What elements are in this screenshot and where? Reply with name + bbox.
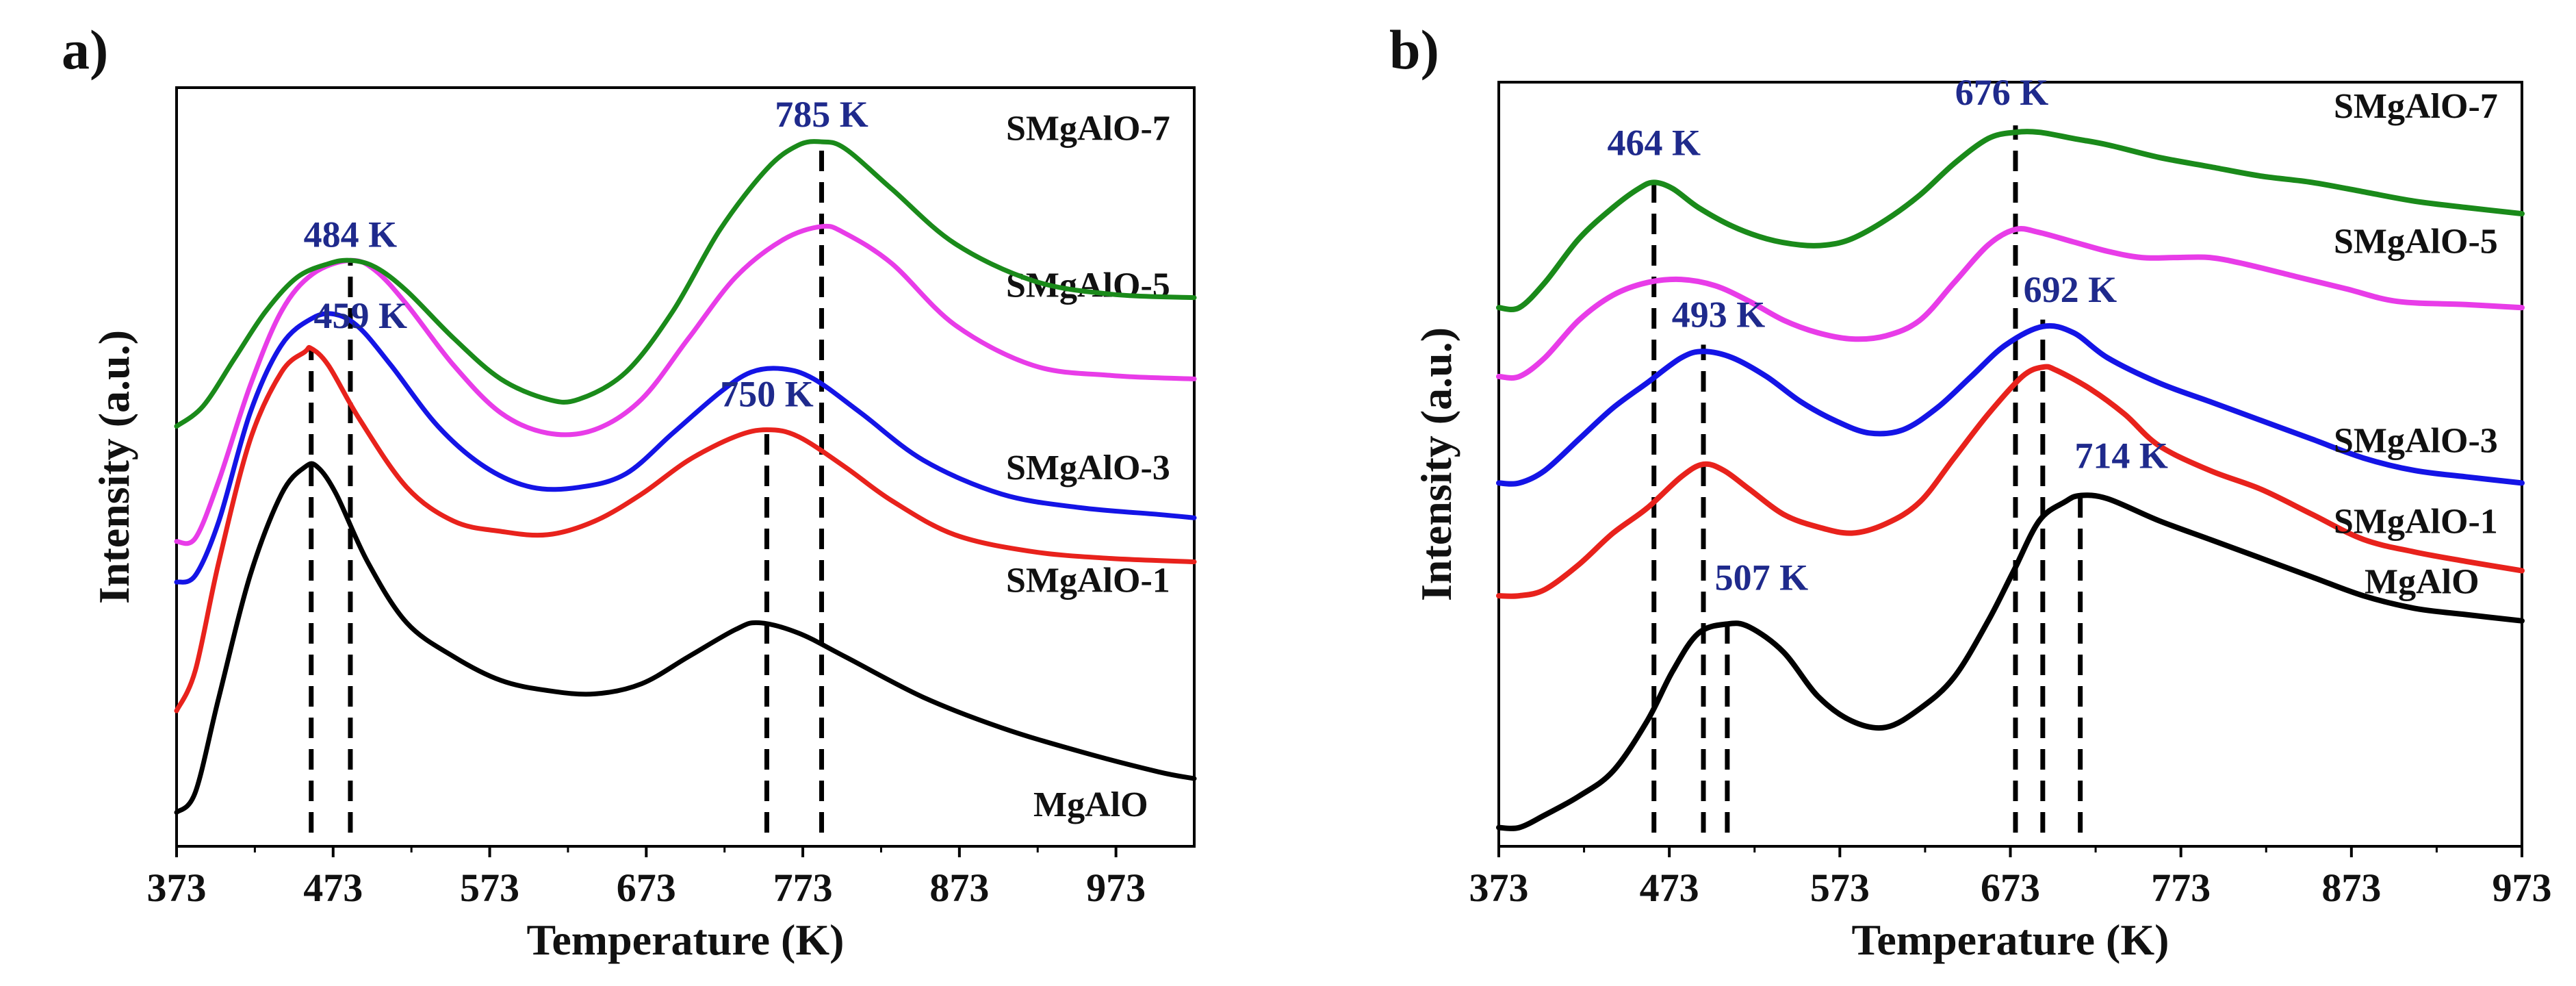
- y-axis-title: Intensity (a.u.): [1412, 327, 1460, 601]
- peak-annotation: 714 K: [2074, 435, 2168, 477]
- series-label-smgalo-3: SMgAlO-3: [2334, 421, 2498, 460]
- y-axis-title: Intensity (a.u.): [90, 330, 138, 604]
- series-label-smgalo-7: SMgAlO-7: [2334, 87, 2498, 126]
- peak-annotation: 507 K: [1715, 557, 1809, 598]
- series-label-smgalo-7: SMgAlO-7: [1006, 110, 1170, 149]
- series-line-mgalo: [1496, 492, 2525, 831]
- x-tick-label: 373: [147, 865, 207, 910]
- plot-frame: [175, 86, 1196, 848]
- x-tick-label: 873: [929, 865, 989, 910]
- series-label-smgalo-5: SMgAlO-5: [2334, 222, 2498, 261]
- x-tick-label: 873: [2321, 865, 2381, 910]
- x-axis-title: Temperature (K): [527, 915, 845, 964]
- series-line-smgalo-7: [1496, 129, 2525, 312]
- series-line-smgalo-1: [1496, 364, 2525, 599]
- peak-annotation: 493 K: [1672, 294, 1766, 335]
- series-label-mgalo: MgAlO: [1033, 785, 1148, 824]
- x-tick-label: 373: [1469, 865, 1529, 910]
- peak-annotation: 464 K: [1607, 122, 1701, 163]
- x-tick-label: 473: [303, 865, 363, 910]
- x-tick-label: 673: [617, 865, 676, 910]
- chart-panel-b: b) 373 473 573 673 773 873 973 Temperature (K) In…: [1389, 18, 2552, 964]
- peak-annotation: 692 K: [2024, 269, 2117, 310]
- series-line-smgalo-3: [1496, 323, 2525, 487]
- x-tick-label: 773: [2151, 865, 2211, 910]
- x-tick-label: 673: [1981, 865, 2040, 910]
- series-line-smgalo-5: [174, 223, 1197, 546]
- series-line-smgalo-7: [174, 139, 1197, 429]
- series-line-mgalo: [174, 461, 1197, 815]
- x-tick-label: 473: [1640, 865, 1699, 910]
- series-label-smgalo-1: SMgAlO-1: [2334, 503, 2498, 542]
- series-label-smgalo-1: SMgAlO-1: [1006, 561, 1170, 601]
- x-tick-label: 573: [1810, 865, 1870, 910]
- x-tick-label: 973: [1086, 865, 1146, 910]
- x-tick-label: 773: [773, 865, 833, 910]
- panel-label: b): [1389, 18, 1439, 81]
- series-line-smgalo-1: [174, 344, 1197, 713]
- peak-annotation: 459 K: [313, 295, 407, 336]
- series-line-smgalo-5: [1496, 225, 2525, 381]
- x-tick-label: 573: [460, 865, 519, 910]
- series-line-smgalo-3: [174, 311, 1197, 585]
- series-label-mgalo: MgAlO: [2365, 563, 2480, 602]
- x-axis-title: Temperature (K): [1852, 915, 2169, 964]
- peak-annotation: 484 K: [304, 214, 398, 255]
- peak-annotation: 750 K: [720, 374, 814, 415]
- chart-panel-a: a) 373 473 573 673 773 873 973 Temperature (K) In…: [62, 18, 1197, 964]
- panel-label: a): [62, 18, 108, 81]
- series-label-smgalo-5: SMgAlO-5: [1006, 266, 1170, 305]
- series-label-smgalo-3: SMgAlO-3: [1006, 448, 1170, 488]
- x-tick-label: 973: [2493, 865, 2552, 910]
- peak-annotation: 676 K: [1955, 72, 2049, 113]
- peak-annotation: 785 K: [775, 94, 868, 135]
